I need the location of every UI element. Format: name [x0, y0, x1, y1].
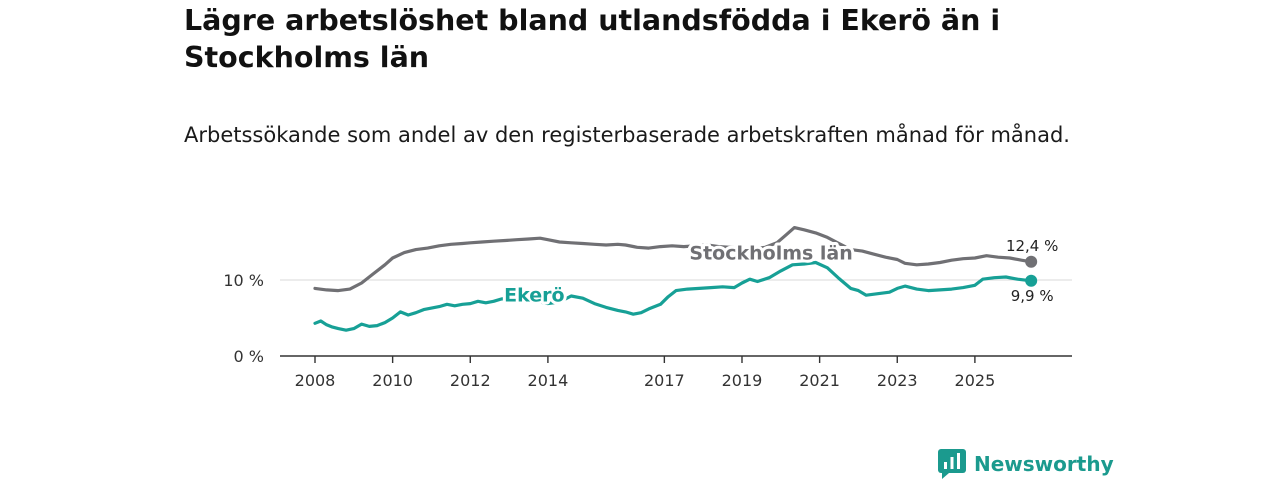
x-tick-label: 2012 — [450, 371, 491, 390]
x-tick-label: 2008 — [295, 371, 336, 390]
brand-name: Newsworthy — [974, 452, 1114, 476]
x-tick-label: 2014 — [528, 371, 569, 390]
y-tick-label: 10 % — [223, 271, 264, 290]
series-line-ekero — [313, 260, 1033, 332]
series-end-marker-ekero — [1025, 274, 1038, 287]
axes: 0 % 10 % 2008 2010 2012 2014 2017 2019 2021 2023 2… — [223, 271, 1072, 390]
series-labels: Stockholms län Ekerö 12,4 % 9,9 % — [501, 237, 1058, 310]
x-tick-label: 2019 — [722, 371, 763, 390]
end-value-label-ekero: 9,9 % — [1011, 287, 1054, 305]
series-lines — [313, 226, 1038, 332]
series-line-stockholms-lan — [313, 226, 1033, 293]
x-tick-label: 2025 — [955, 371, 996, 390]
end-value-label-stockholms-lan: 12,4 % — [1006, 237, 1058, 255]
series-label-ekero: Ekerö — [504, 284, 564, 306]
newsworthy-logo-icon — [938, 449, 966, 479]
chart-subtitle: Arbetssökande som andel av den registerb… — [184, 123, 1070, 147]
series-end-marker-stockholms-lan — [1025, 255, 1038, 268]
chart-title: Lägre arbetslöshet bland utlandsfödda i … — [184, 4, 1001, 74]
x-tick-label: 2010 — [372, 371, 413, 390]
series-label-stockholms-lan: Stockholms län — [689, 242, 852, 264]
x-tick-label: 2017 — [644, 371, 685, 390]
y-tick-label: 0 % — [234, 347, 264, 366]
newsworthy-brand: Newsworthy — [938, 449, 1114, 479]
x-tick-label: 2023 — [877, 371, 918, 390]
x-tick-label: 2021 — [799, 371, 840, 390]
